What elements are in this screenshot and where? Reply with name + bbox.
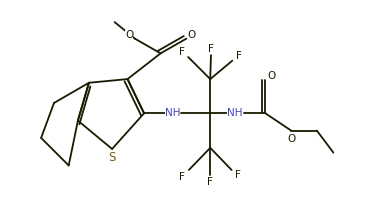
Text: O: O xyxy=(125,30,134,40)
Text: NH: NH xyxy=(227,108,243,118)
Text: O: O xyxy=(287,134,295,144)
Text: NH: NH xyxy=(165,108,180,118)
Text: S: S xyxy=(108,151,116,164)
Text: O: O xyxy=(268,71,276,81)
Text: F: F xyxy=(235,170,241,180)
Text: F: F xyxy=(179,171,185,181)
Text: F: F xyxy=(208,44,214,54)
Text: O: O xyxy=(188,30,196,40)
Text: F: F xyxy=(236,51,242,61)
Text: F: F xyxy=(179,46,184,56)
Text: F: F xyxy=(207,177,213,187)
